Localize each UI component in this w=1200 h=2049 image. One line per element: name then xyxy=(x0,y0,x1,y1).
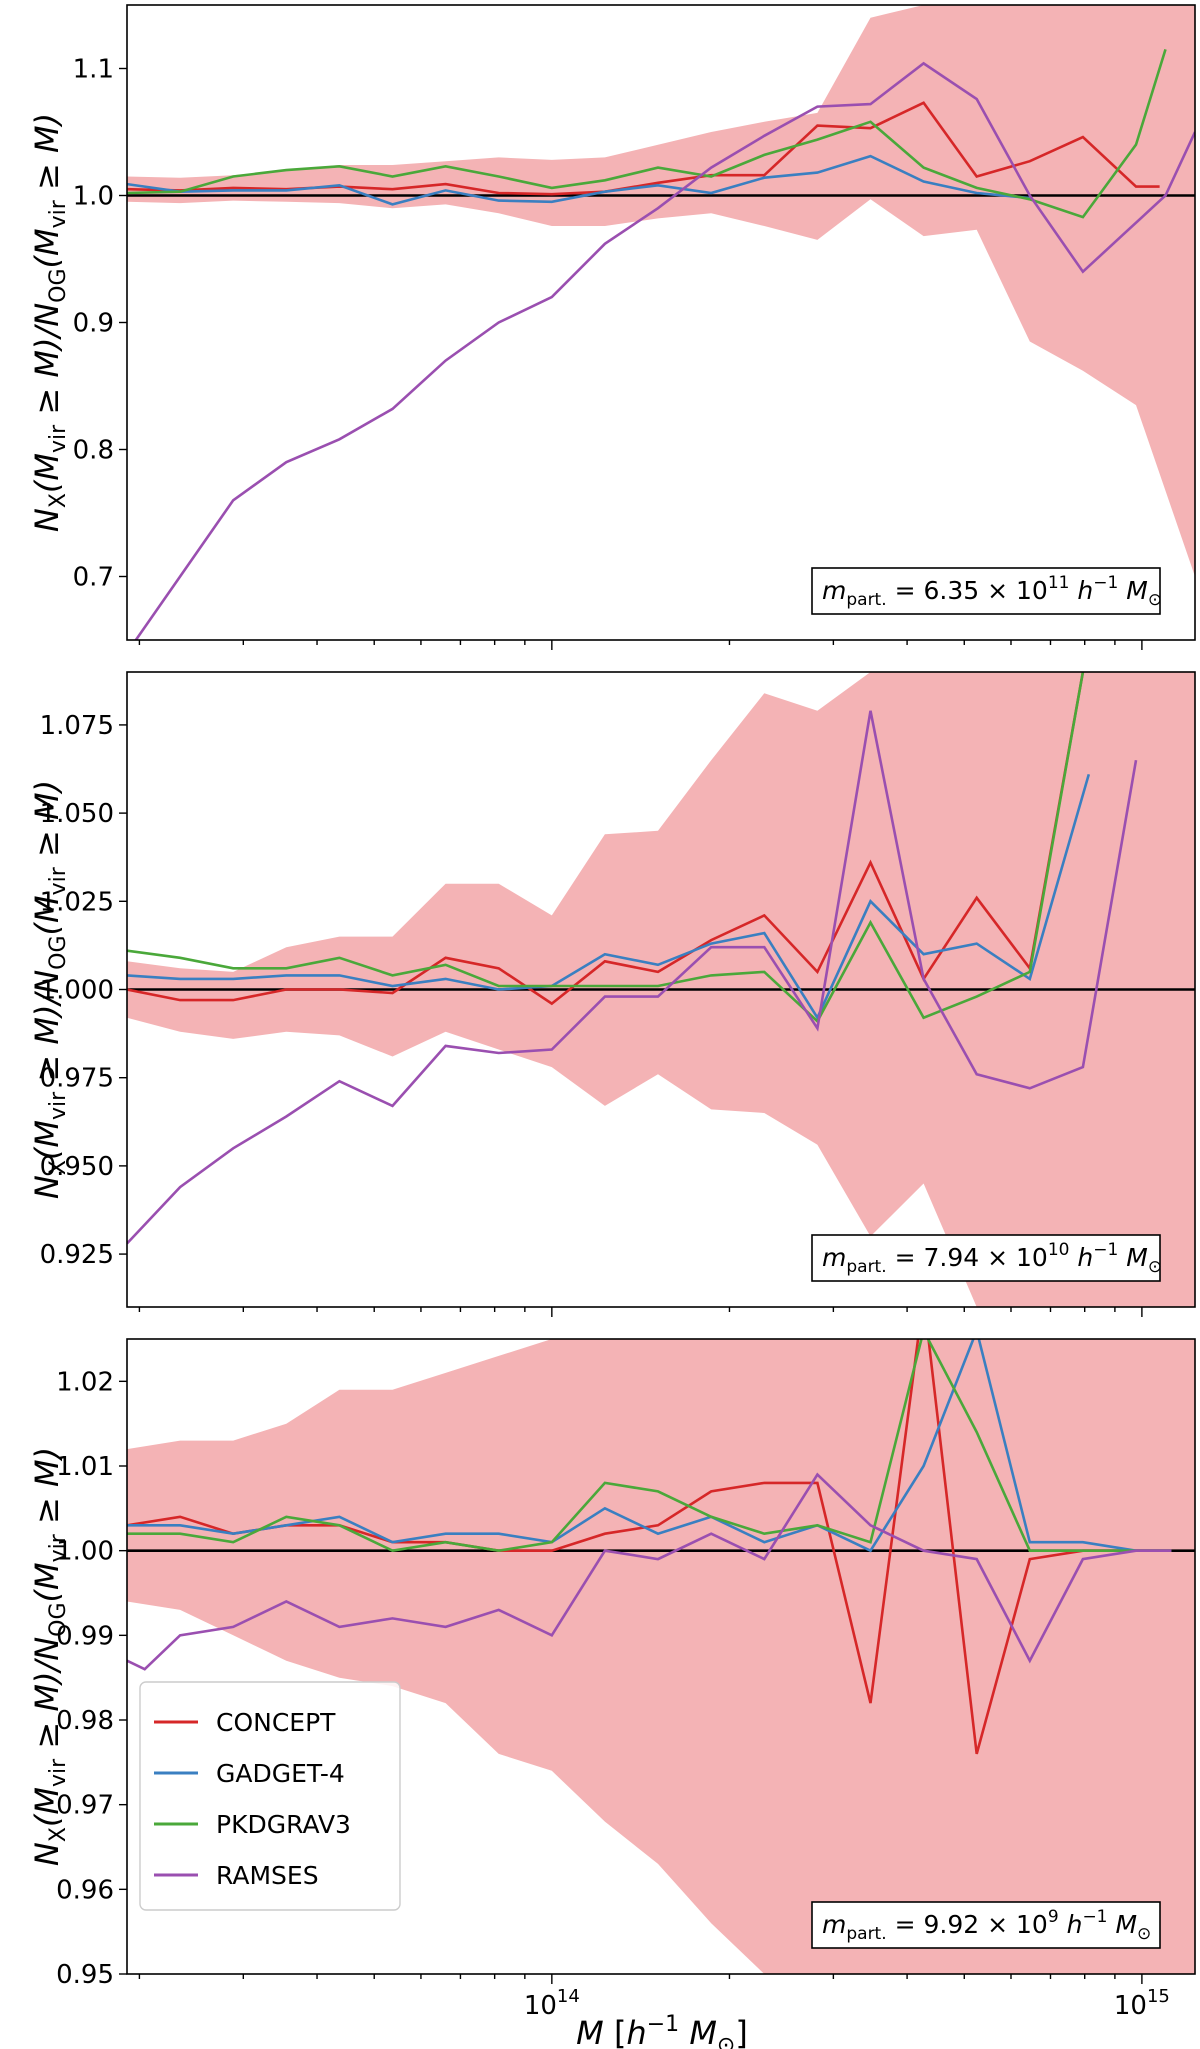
panel-3: 0.95 0.96 0.97 0.98 0.99 1.00 1.01 1.02 NX(Mvir … xyxy=(28,1338,1196,1990)
y-tick-label: 1.01 xyxy=(56,1452,114,1482)
y-tick-label: 1.075 xyxy=(40,711,114,741)
plot-area xyxy=(127,672,1195,1307)
legend: CONCEPT GADGET-4 PKDGRAV3 RAMSES xyxy=(139,1681,401,1911)
y-tick-label: 1.1 xyxy=(73,55,114,85)
series-line-pkdgrav3 xyxy=(127,672,1085,1024)
y-tick-label: 0.96 xyxy=(56,1875,114,1905)
y-axis-title: NX(Mvir ≥ M)/NOG(Mvir ≥ M) xyxy=(28,1447,71,1866)
y-tick-label: 1.0 xyxy=(73,182,114,212)
legend-label-concept: CONCEPT xyxy=(216,1708,336,1737)
x-axis-title: M [h−1 M⊙] xyxy=(576,2012,748,2049)
series-line-gadget-4 xyxy=(127,773,1091,1021)
y-tick-label: 0.97 xyxy=(56,1791,114,1821)
mass-annotation: mpart. = 7.94 × 1010 h−1 M⊙ xyxy=(822,1240,1162,1277)
legend-box xyxy=(139,1681,401,1911)
y-tick-label: 0.8 xyxy=(73,436,114,466)
series-line-gadget-4 xyxy=(127,1339,1172,1553)
uncertainty-band xyxy=(127,5,1195,577)
y-tick-label: 0.9 xyxy=(73,309,114,339)
series-line-pkdgrav3 xyxy=(127,49,1167,219)
y-axis-title: NX(Mvir ≥ M)/NOG(Mvir ≥ M) xyxy=(28,780,71,1199)
series-line-ramses xyxy=(127,710,1138,1245)
mass-annotation-box xyxy=(811,1234,1161,1282)
panel-2: 0.925 0.950 0.975 1.000 1.025 1.050 1.075 NX(Mv… xyxy=(28,671,1196,1317)
y-tick-label: 0.7 xyxy=(73,563,114,593)
y-tick-label: 1.050 xyxy=(40,799,114,829)
y-tick-label: 0.95 xyxy=(56,1960,114,1990)
y-tick-label: 0.950 xyxy=(40,1152,114,1182)
plot-area xyxy=(127,1339,1195,1974)
mass-annotation: mpart. = 6.35 × 1011 h−1 M⊙ xyxy=(822,573,1162,610)
x-tick-label: 1014 xyxy=(524,1986,580,2021)
legend-label-gadget-4: GADGET-4 xyxy=(216,1759,345,1788)
legend-label-ramses: RAMSES xyxy=(216,1861,319,1890)
mass-annotation-box xyxy=(811,567,1161,615)
panel-1: 0.7 0.8 0.9 1.0 1.1NX(Mvir ≥ M)/NOG(Mvir ≥ M… xyxy=(28,4,1196,650)
series-line-concept xyxy=(127,672,1085,1006)
series-line-ramses xyxy=(134,61,1195,640)
y-tick-label: 1.02 xyxy=(56,1367,114,1397)
mass-annotation-box xyxy=(811,1901,1161,1949)
y-tick-label: 0.98 xyxy=(56,1706,114,1736)
y-tick-label: 0.975 xyxy=(40,1064,114,1094)
plot-frame xyxy=(126,1338,1196,1975)
mass-annotation: mpart. = 9.92 × 109 h−1 M⊙ xyxy=(822,1907,1151,1944)
y-axis-title: NX(Mvir ≥ M)/NOG(Mvir ≥ M) xyxy=(28,113,71,532)
plot-area xyxy=(127,5,1195,640)
y-tick-label: 1.000 xyxy=(40,976,114,1006)
series-line-pkdgrav3 xyxy=(127,1339,1172,1553)
y-tick-label: 1.00 xyxy=(56,1537,114,1567)
y-tick-label: 0.925 xyxy=(40,1240,114,1270)
series-line-gadget-4 xyxy=(127,154,1030,206)
legend-label-pkdgrav3: PKDGRAV3 xyxy=(216,1810,351,1839)
series-line-ramses xyxy=(127,1472,1172,1671)
uncertainty-band xyxy=(127,1339,1195,1974)
y-tick-label: 1.025 xyxy=(40,887,114,917)
x-tick-label: 1015 xyxy=(1114,1986,1170,2021)
y-tick-label: 0.99 xyxy=(56,1621,114,1651)
